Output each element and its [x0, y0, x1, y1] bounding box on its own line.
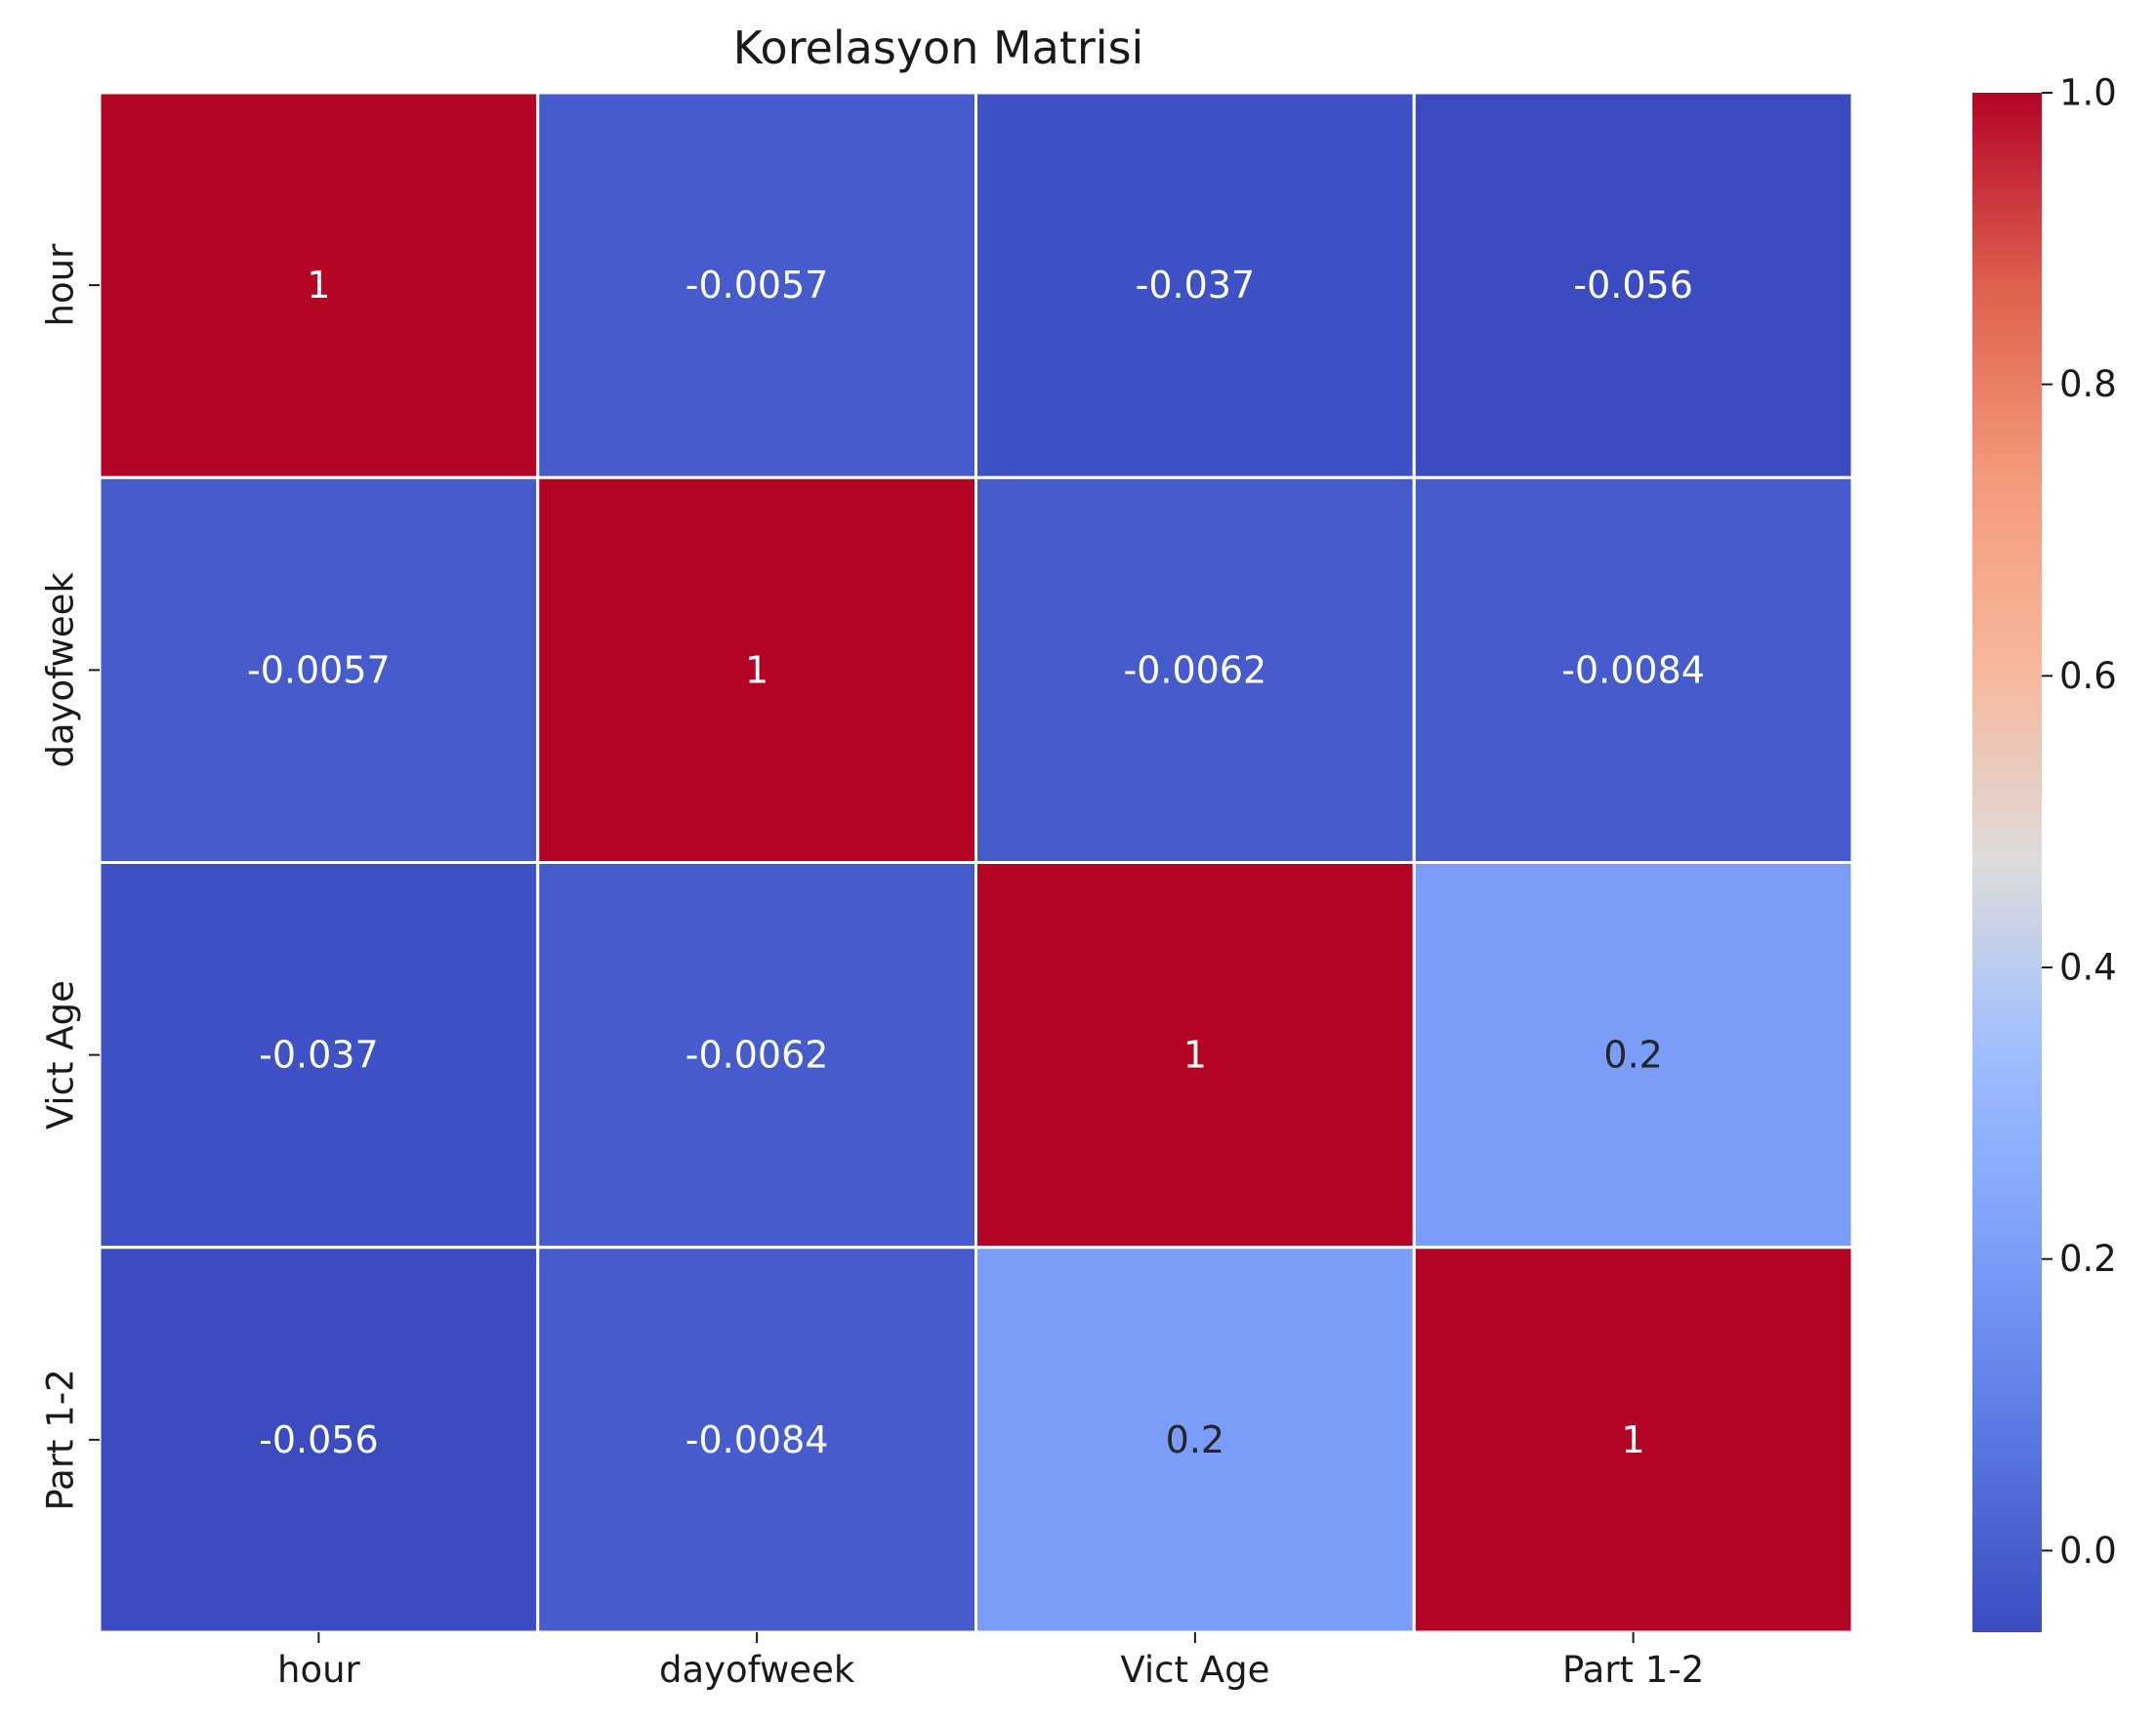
cell-annotation: 1 — [1622, 1418, 1645, 1461]
colorbar-tick-label: 0.0 — [2059, 1530, 2117, 1572]
x-axis-ticks: hour dayofweek Vict Age Part 1-2 — [277, 1632, 1704, 1691]
heatmap-cell — [1412, 861, 1854, 1250]
cell-annotation: 1 — [745, 648, 768, 691]
cell-annotation: -0.0062 — [685, 1034, 829, 1077]
cell-annotation: 1 — [307, 264, 330, 307]
chart-title: Korelasyon Matrisi — [733, 21, 1144, 74]
heatmap-cell — [98, 475, 540, 864]
y-tick-label: Part 1-2 — [40, 1369, 82, 1510]
y-tick-label: dayofweek — [40, 572, 82, 768]
y-tick-label: Vict Age — [40, 980, 82, 1129]
cell-annotation: -0.0084 — [685, 1418, 829, 1461]
colorbar-tick-label: 0.2 — [2059, 1238, 2117, 1280]
cell-annotation: -0.0057 — [685, 264, 829, 307]
x-tick-label: Vict Age — [1120, 1649, 1269, 1691]
heatmap-cell — [98, 91, 540, 479]
cell-annotation: -0.037 — [1136, 264, 1256, 307]
heatmap-cells — [98, 91, 1854, 1634]
heatmap-cell — [1412, 91, 1854, 479]
colorbar-ticks: 0.0 0.2 0.4 0.6 0.8 1.0 — [2042, 72, 2117, 1572]
x-tick-label: hour — [277, 1649, 361, 1691]
cell-annotation: 1 — [1183, 1034, 1207, 1077]
cell-annotation: -0.0062 — [1124, 648, 1267, 691]
x-tick-label: Part 1-2 — [1562, 1649, 1704, 1691]
heatmap-cell — [1412, 1246, 1854, 1634]
y-axis-ticks: hour dayofweek Vict Age Part 1-2 — [40, 243, 100, 1511]
cell-annotation: -0.0057 — [247, 648, 391, 691]
heatmap-cell — [1412, 475, 1854, 864]
cell-annotation: -0.037 — [259, 1034, 379, 1077]
cell-annotation: -0.0084 — [1561, 648, 1705, 691]
heatmap-cell — [974, 91, 1416, 479]
colorbar — [1972, 93, 2042, 1632]
heatmap-cell — [536, 91, 977, 479]
heatmap-cell — [536, 475, 977, 864]
heatmap-cell — [98, 1246, 540, 1634]
heatmap-cell — [536, 861, 977, 1250]
cell-annotation: -0.056 — [259, 1418, 379, 1461]
cell-annotation: 0.2 — [1166, 1418, 1224, 1461]
heatmap-cell — [536, 1246, 977, 1634]
colorbar-tick-label: 0.6 — [2059, 655, 2117, 697]
heatmap-cell — [974, 1246, 1416, 1634]
colorbar-tick-label: 0.4 — [2059, 947, 2117, 989]
colorbar-tick-label: 0.8 — [2059, 363, 2117, 405]
cell-annotation: 0.2 — [1603, 1034, 1662, 1077]
colorbar-tick-label: 1.0 — [2059, 72, 2117, 114]
heatmap-annotations: 1 -0.0057 -0.037 -0.056 -0.0057 1 -0.0062 -0.00… — [247, 264, 1705, 1461]
cell-annotation: -0.056 — [1573, 264, 1693, 307]
x-tick-label: dayofweek — [659, 1649, 855, 1691]
y-tick-label: hour — [40, 243, 82, 327]
